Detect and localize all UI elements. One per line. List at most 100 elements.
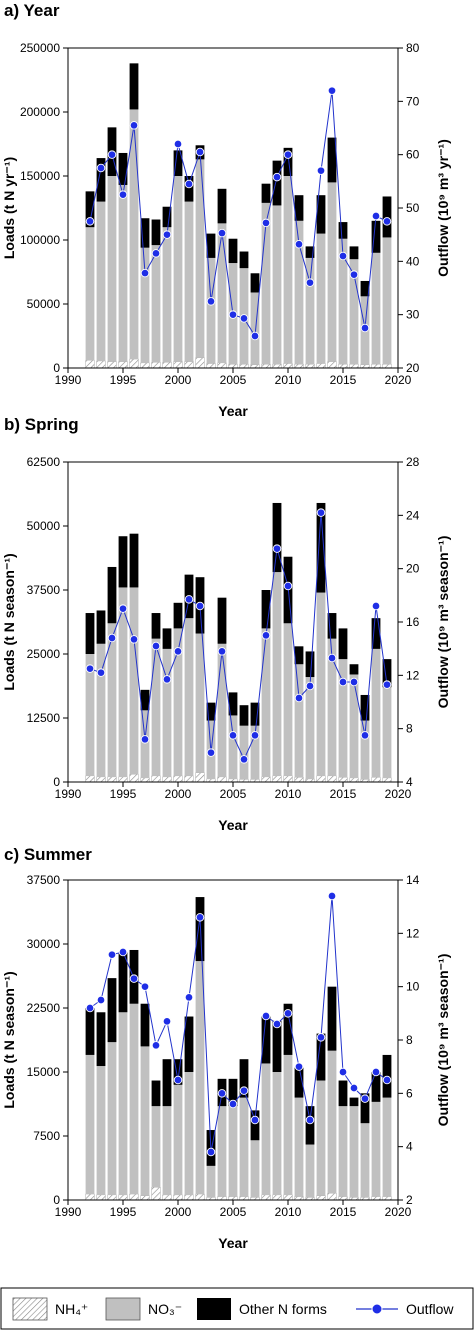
outflow-point [382,680,392,689]
outflow-point [316,508,326,517]
bar-segment-other [294,1067,304,1098]
outflow-point [338,251,348,261]
y2-tick-label: 60 [406,148,420,162]
x-tick-label: 2005 [220,1205,247,1219]
outflow-point [96,995,106,1005]
bar-segment-other [349,246,359,260]
y-tick-label: 7500 [33,1129,60,1143]
y-tick-label: 62500 [27,455,61,469]
bar-segment-no3 [294,664,304,778]
x-tick-label: 2020 [385,1205,412,1219]
bar-segment-no3 [305,1144,315,1198]
bar-segment-nh4 [107,361,117,369]
x-tick-label: 2005 [220,373,247,387]
bar-segment-nh4 [239,363,249,369]
bar-segment-nh4 [129,1193,139,1201]
bar-segment-no3 [294,220,304,365]
outflow-point [327,891,337,901]
bar-segment-nh4 [217,1196,227,1201]
outflow-point [283,1009,293,1018]
outflow-point [217,647,227,656]
bar-segment-nh4 [349,363,359,369]
x-tick-label: 1990 [55,787,82,801]
bar-segment-nh4 [382,363,392,369]
bar-segment-no3 [173,176,183,362]
bar-segment-no3 [338,238,348,365]
outflow-point [294,240,304,249]
bar-segment-other [96,1012,106,1067]
bar-segment-nh4 [118,361,128,369]
bar-segment-no3 [151,245,161,363]
outflow-line [89,512,388,761]
bar-segment-nh4 [316,363,326,369]
bar-segment-other [250,702,260,726]
bar-segment-other [371,220,381,253]
bar-segment-nh4 [118,1194,128,1201]
bar-segment-no3 [162,227,172,363]
bar-segment-nh4 [283,1194,293,1201]
y-tick-label: 0 [53,361,60,375]
bar-segment-no3 [206,1165,216,1198]
y2-tick-label: 14 [406,873,420,887]
bar-segment-other [195,897,205,962]
bar-segment-nh4 [162,362,172,369]
outflow-point [140,735,150,744]
bar-segment-no3 [173,628,183,776]
bar-segment-no3 [118,1012,128,1195]
bar-segment-no3 [228,715,238,779]
bar-segment-no3 [129,109,139,360]
x-tick-label: 1995 [110,1205,137,1219]
bar-segment-other [261,1016,271,1064]
outflow-point [173,647,183,656]
outflow-point [140,268,150,278]
bar-segment-no3 [96,201,106,361]
outflow-line [89,90,388,338]
bar-segment-nh4 [261,776,271,783]
bar-segment-other [85,191,95,228]
bar-segment-nh4 [228,1196,238,1201]
y2-tick-label: 12 [406,926,420,940]
bar-segment-nh4 [96,776,106,783]
bar-segment-no3 [316,233,326,364]
bar-segment-no3 [250,1140,260,1198]
y2-tick-label: 40 [406,254,420,268]
bar-segment-no3 [360,1123,370,1198]
x-tick-label: 2010 [275,1205,302,1219]
bar-segment-other [360,280,370,297]
bar-segment-other [173,150,183,176]
x-tick-label: 2020 [385,373,412,387]
bar-segment-no3 [305,257,315,365]
bar-segment-other [272,160,282,206]
bar-segment-no3 [162,648,172,777]
outflow-point [349,677,359,687]
bar-segment-other [239,1059,249,1098]
bar-segment-other [228,692,238,716]
outflow-point [217,1089,227,1098]
legend-label-no3: NO₃⁻ [148,1301,182,1317]
bar-segment-other [85,613,95,654]
bar-segment-other [173,1059,183,1085]
bar-segment-other [162,1059,172,1107]
y-tick-label: 30000 [27,937,61,951]
outflow-point [151,249,161,258]
y-tick-label: 37500 [27,873,61,887]
outflow-point [184,595,194,604]
y2-tick-label: 4 [406,1140,413,1154]
bar-segment-nh4 [228,363,238,369]
bar-segment-no3 [85,227,95,361]
bar-segment-no3 [349,259,359,365]
outflow-point [261,1011,271,1021]
panel-title: b) Spring [4,415,79,434]
bar-segment-nh4 [305,363,315,369]
y-tick-label: 0 [53,775,60,789]
outflow-point [107,633,117,643]
bar-segment-other [228,1078,238,1107]
bar-segment-no3 [85,654,95,776]
bar-segment-no3 [338,1106,348,1197]
bar-segment-other [140,218,150,248]
bar-segment-other [349,1097,359,1107]
bar-segment-no3 [371,1101,381,1197]
bar-segment-nh4 [85,1193,95,1201]
x-tick-label: 2015 [330,373,357,387]
